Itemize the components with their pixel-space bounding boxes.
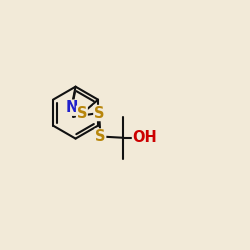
- Text: S: S: [95, 129, 106, 144]
- Text: OH: OH: [132, 130, 157, 145]
- Text: S: S: [77, 106, 87, 121]
- Text: N: N: [65, 100, 78, 115]
- Text: S: S: [94, 106, 104, 120]
